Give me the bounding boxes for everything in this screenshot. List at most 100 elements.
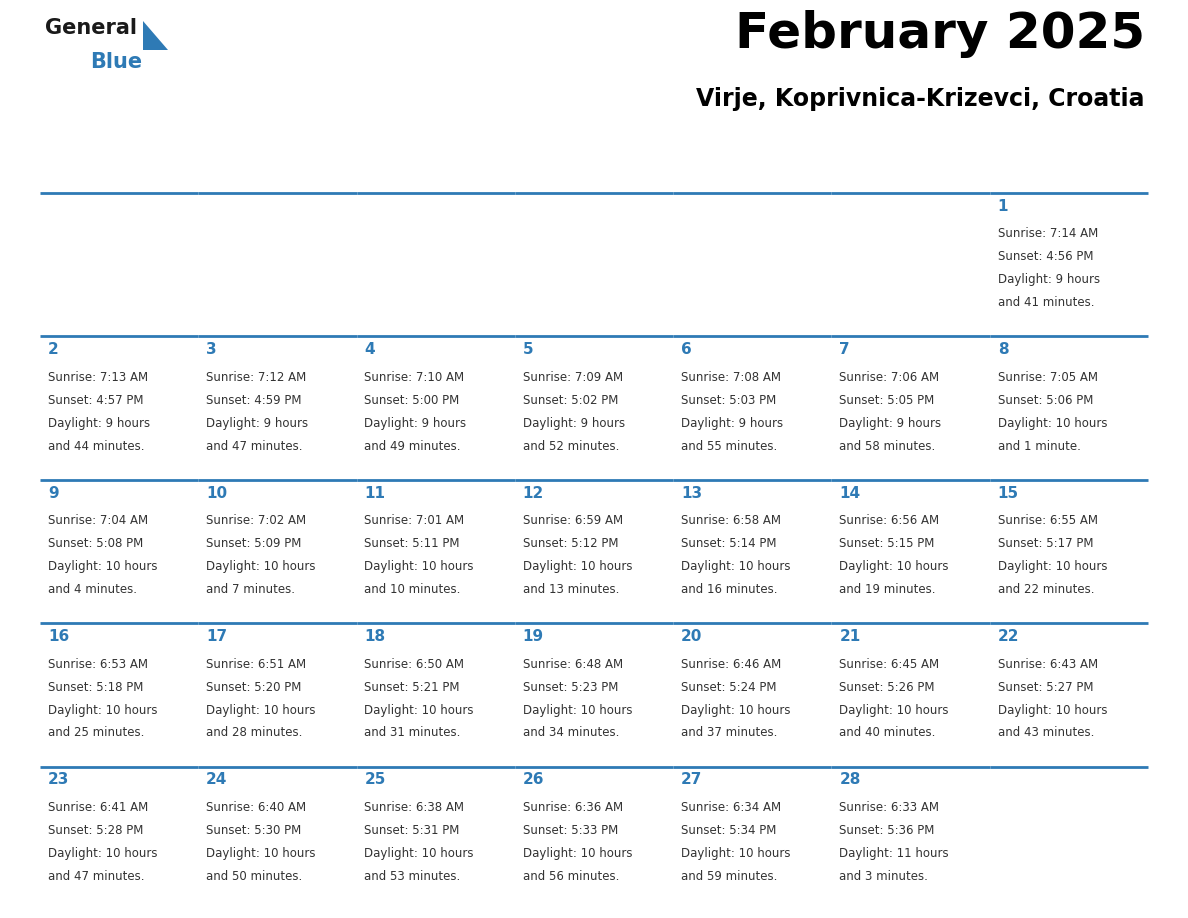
Text: and 1 minute.: and 1 minute. [998,440,1081,453]
Text: and 40 minutes.: and 40 minutes. [840,726,936,739]
Text: Sunset: 5:09 PM: Sunset: 5:09 PM [207,537,302,550]
Text: Blue: Blue [90,52,141,73]
Text: Sunrise: 6:45 AM: Sunrise: 6:45 AM [840,657,940,671]
Text: Sunset: 5:15 PM: Sunset: 5:15 PM [840,537,935,550]
Text: Daylight: 10 hours: Daylight: 10 hours [48,847,158,860]
Text: Daylight: 9 hours: Daylight: 9 hours [207,417,309,430]
Text: and 44 minutes.: and 44 minutes. [48,440,145,453]
Text: Sunset: 4:57 PM: Sunset: 4:57 PM [48,394,144,407]
Text: 9: 9 [48,486,58,500]
Text: 7: 7 [840,342,849,357]
Text: Sunrise: 7:10 AM: Sunrise: 7:10 AM [365,371,465,384]
Text: 23: 23 [48,772,69,788]
Text: and 50 minutes.: and 50 minutes. [207,870,303,883]
Text: Daylight: 9 hours: Daylight: 9 hours [48,417,150,430]
Text: and 13 minutes.: and 13 minutes. [523,583,619,596]
Text: Sunrise: 7:06 AM: Sunrise: 7:06 AM [840,371,940,384]
Text: Daylight: 10 hours: Daylight: 10 hours [365,560,474,573]
Text: and 10 minutes.: and 10 minutes. [365,583,461,596]
Text: Daylight: 10 hours: Daylight: 10 hours [681,703,790,717]
Text: Sunrise: 7:14 AM: Sunrise: 7:14 AM [998,228,1098,241]
Text: Daylight: 10 hours: Daylight: 10 hours [365,703,474,717]
Text: Daylight: 10 hours: Daylight: 10 hours [840,703,949,717]
Text: 27: 27 [681,772,702,788]
Text: and 55 minutes.: and 55 minutes. [681,440,777,453]
Text: Sunset: 5:31 PM: Sunset: 5:31 PM [365,824,460,837]
Text: and 52 minutes.: and 52 minutes. [523,440,619,453]
Text: Daylight: 11 hours: Daylight: 11 hours [840,847,949,860]
Text: Daylight: 10 hours: Daylight: 10 hours [998,417,1107,430]
Text: and 22 minutes.: and 22 minutes. [998,583,1094,596]
Text: and 59 minutes.: and 59 minutes. [681,870,777,883]
Text: 17: 17 [207,629,227,644]
Text: 15: 15 [998,486,1019,500]
Text: Sunset: 5:23 PM: Sunset: 5:23 PM [523,680,618,694]
Text: 12: 12 [523,486,544,500]
Text: 28: 28 [840,772,861,788]
Text: Thursday: Thursday [683,166,762,182]
Text: Sunset: 5:28 PM: Sunset: 5:28 PM [48,824,144,837]
Text: Sunset: 5:02 PM: Sunset: 5:02 PM [523,394,618,407]
Text: Sunrise: 6:55 AM: Sunrise: 6:55 AM [998,514,1098,527]
Text: Sunrise: 6:40 AM: Sunrise: 6:40 AM [207,801,307,814]
Text: Daylight: 10 hours: Daylight: 10 hours [523,847,632,860]
Text: Sunset: 4:56 PM: Sunset: 4:56 PM [998,251,1093,263]
Text: Sunrise: 6:38 AM: Sunrise: 6:38 AM [365,801,465,814]
Text: Daylight: 9 hours: Daylight: 9 hours [365,417,467,430]
Text: Sunset: 5:05 PM: Sunset: 5:05 PM [840,394,935,407]
Text: and 58 minutes.: and 58 minutes. [840,440,936,453]
Text: 11: 11 [365,486,385,500]
Text: Sunset: 5:17 PM: Sunset: 5:17 PM [998,537,1093,550]
Text: Daylight: 9 hours: Daylight: 9 hours [681,417,783,430]
Text: Saturday: Saturday [999,166,1078,182]
Text: and 7 minutes.: and 7 minutes. [207,583,295,596]
Text: 4: 4 [365,342,375,357]
Text: and 49 minutes.: and 49 minutes. [365,440,461,453]
Text: Sunrise: 6:41 AM: Sunrise: 6:41 AM [48,801,148,814]
Text: Sunset: 5:26 PM: Sunset: 5:26 PM [840,680,935,694]
Text: and 31 minutes.: and 31 minutes. [365,726,461,739]
Text: Daylight: 10 hours: Daylight: 10 hours [998,560,1107,573]
Text: 19: 19 [523,629,544,644]
Text: 2: 2 [48,342,58,357]
Text: Daylight: 9 hours: Daylight: 9 hours [998,274,1100,286]
Text: Sunrise: 6:58 AM: Sunrise: 6:58 AM [681,514,781,527]
Text: Sunrise: 7:09 AM: Sunrise: 7:09 AM [523,371,623,384]
Text: Daylight: 9 hours: Daylight: 9 hours [840,417,941,430]
Text: 24: 24 [207,772,228,788]
Text: 5: 5 [523,342,533,357]
Text: 13: 13 [681,486,702,500]
Text: Monday: Monday [208,166,274,182]
Text: and 34 minutes.: and 34 minutes. [523,726,619,739]
Text: 3: 3 [207,342,217,357]
Text: Sunrise: 7:08 AM: Sunrise: 7:08 AM [681,371,781,384]
Text: 14: 14 [840,486,860,500]
Text: Sunset: 5:18 PM: Sunset: 5:18 PM [48,680,144,694]
Text: and 41 minutes.: and 41 minutes. [998,297,1094,309]
Text: and 47 minutes.: and 47 minutes. [207,440,303,453]
Text: Sunrise: 6:53 AM: Sunrise: 6:53 AM [48,657,148,671]
Text: Friday: Friday [841,166,893,182]
Text: Daylight: 10 hours: Daylight: 10 hours [365,847,474,860]
Text: 16: 16 [48,629,69,644]
Text: Sunrise: 6:48 AM: Sunrise: 6:48 AM [523,657,623,671]
Text: Sunrise: 6:46 AM: Sunrise: 6:46 AM [681,657,782,671]
Text: Sunset: 4:59 PM: Sunset: 4:59 PM [207,394,302,407]
Text: Sunrise: 7:12 AM: Sunrise: 7:12 AM [207,371,307,384]
Text: Sunset: 5:06 PM: Sunset: 5:06 PM [998,394,1093,407]
Text: and 37 minutes.: and 37 minutes. [681,726,777,739]
Text: Daylight: 10 hours: Daylight: 10 hours [207,847,316,860]
Text: Daylight: 10 hours: Daylight: 10 hours [48,560,158,573]
Text: and 43 minutes.: and 43 minutes. [998,726,1094,739]
Text: Sunset: 5:14 PM: Sunset: 5:14 PM [681,537,777,550]
Text: Sunrise: 7:13 AM: Sunrise: 7:13 AM [48,371,148,384]
Text: and 53 minutes.: and 53 minutes. [365,870,461,883]
Text: Daylight: 10 hours: Daylight: 10 hours [207,703,316,717]
Text: Sunrise: 6:56 AM: Sunrise: 6:56 AM [840,514,940,527]
Text: Sunset: 5:36 PM: Sunset: 5:36 PM [840,824,935,837]
Text: and 16 minutes.: and 16 minutes. [681,583,778,596]
Text: Sunset: 5:08 PM: Sunset: 5:08 PM [48,537,144,550]
Polygon shape [143,21,169,50]
Text: Sunset: 5:27 PM: Sunset: 5:27 PM [998,680,1093,694]
Text: 18: 18 [365,629,386,644]
